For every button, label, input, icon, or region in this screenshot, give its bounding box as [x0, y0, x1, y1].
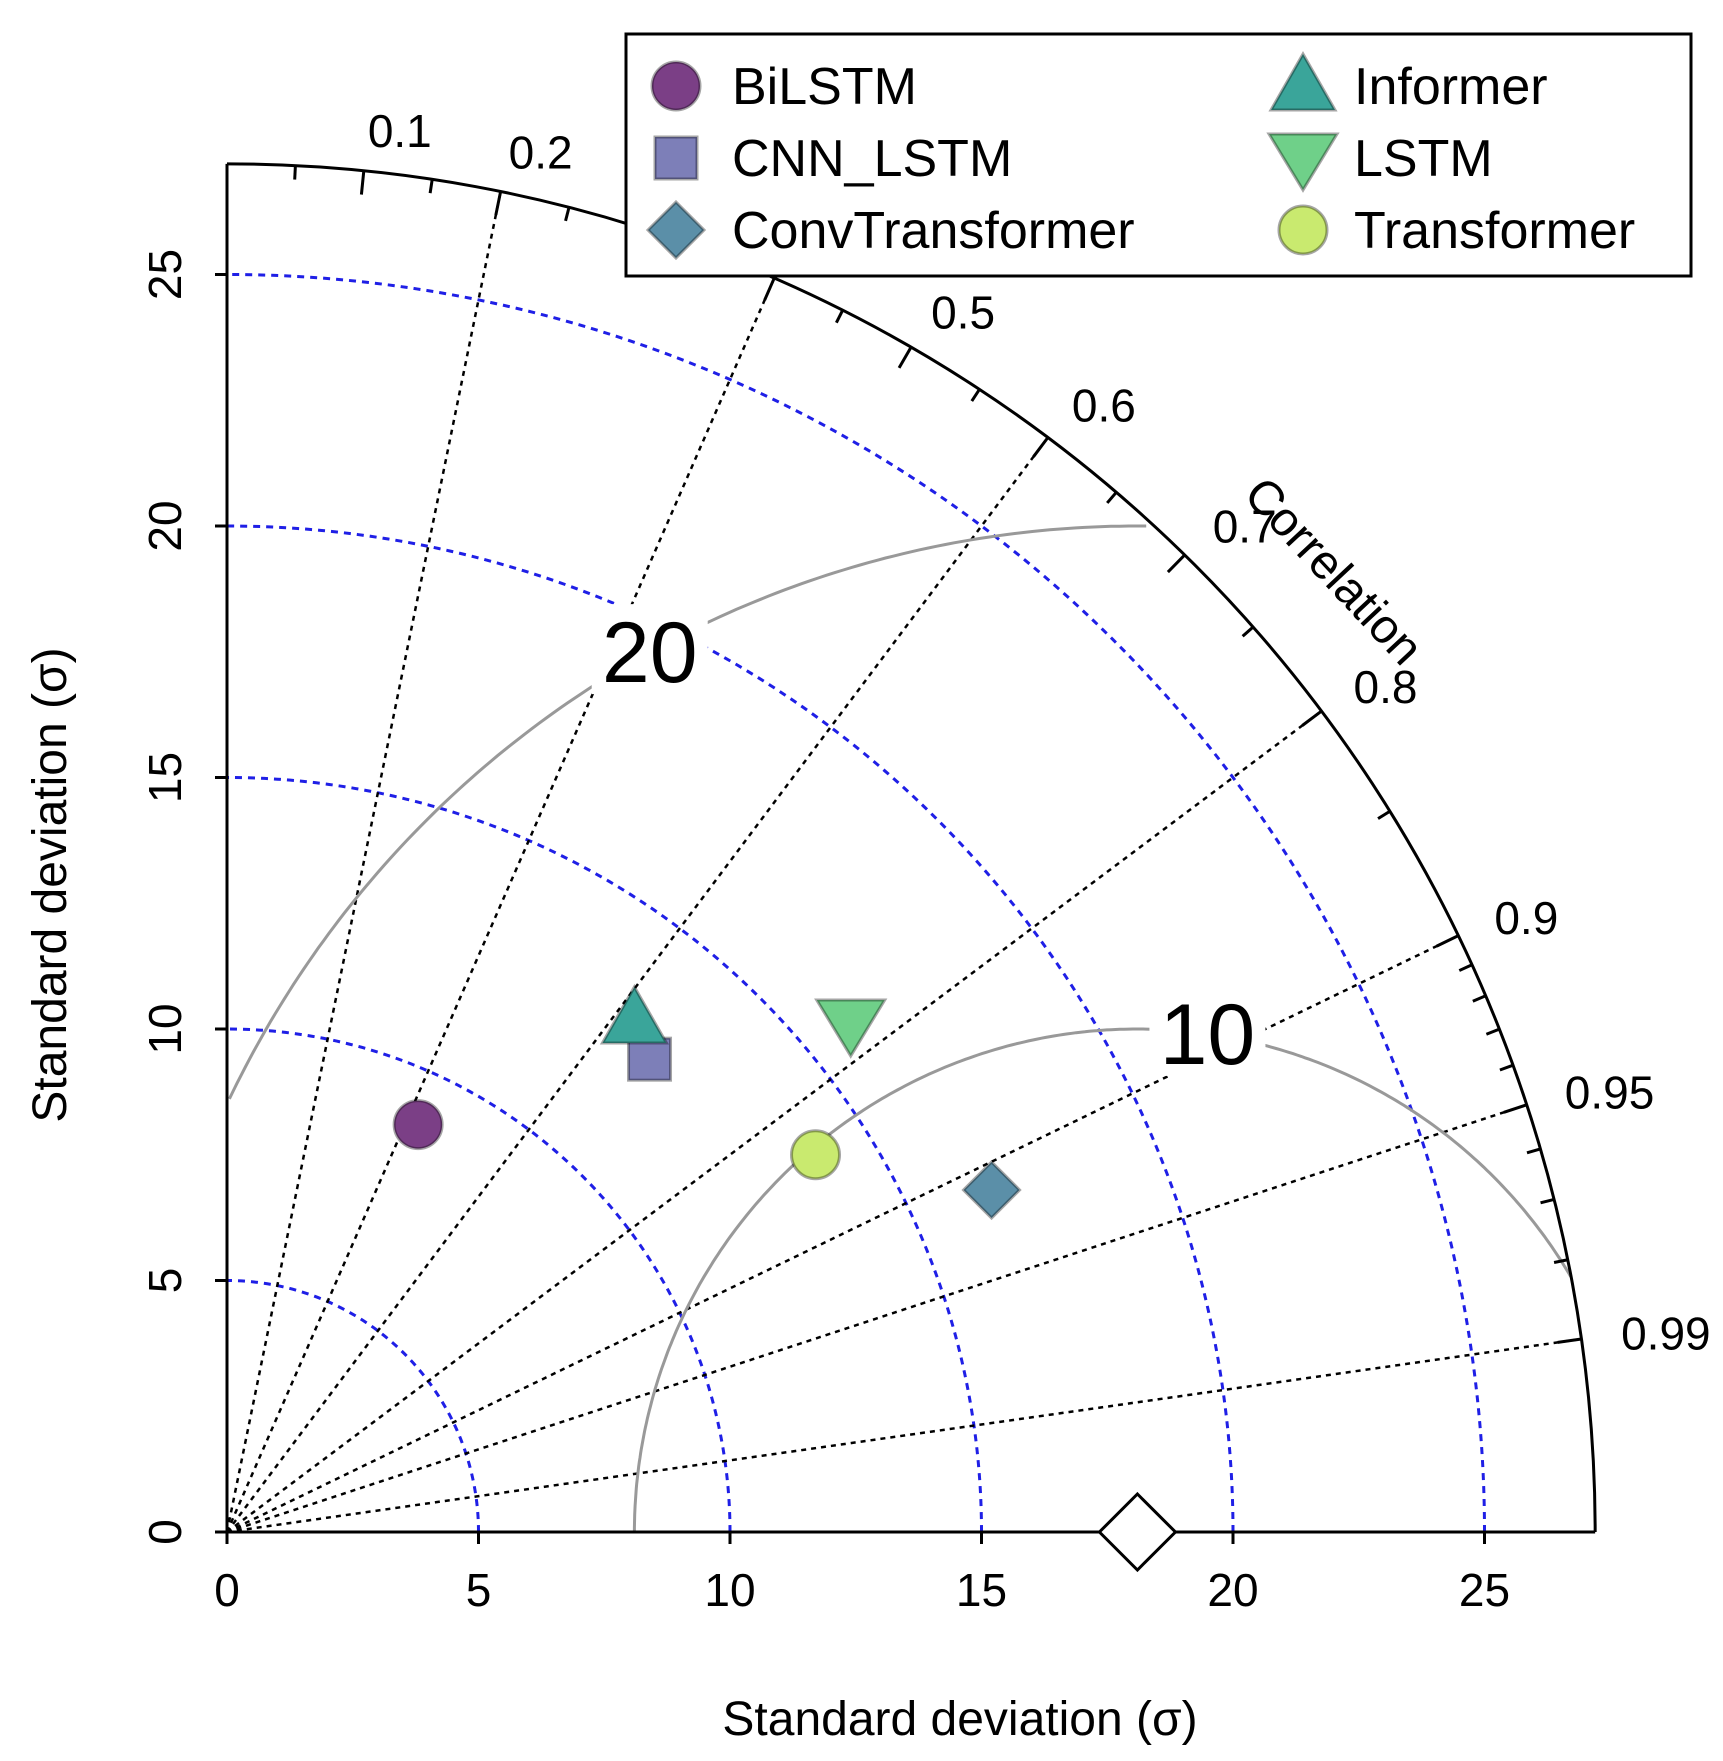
correlation-minor-tick — [1472, 994, 1487, 1003]
legend-marker-informer — [1268, 50, 1338, 112]
axes-layer — [225, 162, 1597, 1534]
y-tick-label: 20 — [139, 500, 191, 551]
correlation-tick-label: 0.8 — [1354, 661, 1418, 713]
correlation-minor-tick — [1499, 1063, 1514, 1072]
rmsd-label-bg-10 — [1149, 985, 1266, 1076]
point-informer — [599, 983, 670, 1045]
correlation-tick-label: 0.2 — [509, 126, 573, 178]
correlation-tick-label: 0.99 — [1621, 1307, 1711, 1359]
correlation-minor-tick — [293, 165, 297, 180]
y-axis-label: Standard deviation (σ) — [24, 647, 77, 1122]
y-tick-label: 0 — [139, 1519, 191, 1545]
correlation-arc — [226, 162, 1597, 1533]
correlation-line-0.99 — [226, 1337, 1582, 1534]
x-tick-label: 15 — [956, 1564, 1007, 1616]
correlation-line-0.4 — [225, 277, 776, 1533]
legend-label: Transformer — [1354, 202, 1635, 260]
correlation-tick-0.8 — [1301, 709, 1323, 727]
legend-marker-convtransformer — [645, 199, 707, 261]
legend-marker-cnn-lstm — [653, 135, 699, 181]
sd-contour-5 — [226, 1279, 480, 1533]
correlation-minor-tick — [835, 309, 845, 324]
correlation-minor-tick — [1106, 491, 1118, 504]
reference-point — [1097, 1491, 1178, 1573]
legend-marker-bilstm — [650, 60, 702, 112]
legend-marker-transformer — [1277, 204, 1329, 256]
correlation-line-0.8 — [226, 710, 1323, 1533]
x-tick-label: 20 — [1207, 1564, 1258, 1616]
y-tick-label: 10 — [139, 1003, 191, 1054]
y-tick-label: 15 — [139, 752, 191, 803]
x-tick-label: 5 — [466, 1564, 492, 1616]
correlation-tick-0.4 — [763, 277, 776, 301]
legend-box — [624, 32, 1693, 278]
correlation-minor-tick — [1377, 810, 1391, 820]
point-bilstm — [392, 1099, 444, 1151]
rmsd-label-10: 10 — [1160, 987, 1256, 1083]
correlation-line-0.95 — [226, 1103, 1528, 1534]
correlation-tick-0.99 — [1557, 1337, 1582, 1344]
legend-label: CNN_LSTM — [732, 130, 1012, 188]
y-tick-label: 5 — [139, 1268, 191, 1294]
correlation-tick-label: 0.7 — [1213, 500, 1277, 552]
correlation-tick-label: 0.1 — [368, 105, 432, 157]
correlation-tick-0.2 — [494, 191, 503, 216]
x-tick-label: 10 — [704, 1564, 755, 1616]
sd-contour-15 — [226, 776, 983, 1533]
sd-contour-20 — [226, 524, 1235, 1533]
correlation-minor-tick — [564, 206, 571, 222]
rmsd-contour-10 — [632, 1027, 1573, 1532]
correlation-tick-0.5 — [897, 346, 913, 369]
legend-label: ConvTransformer — [732, 202, 1135, 260]
ticks-layer: 051015202505101520250.10.20.30.40.50.60.… — [139, 105, 1711, 1616]
correlation-tick-0.6 — [1032, 436, 1050, 458]
correlation-tick-0.1 — [359, 170, 366, 195]
y-tick-label: 25 — [139, 249, 191, 300]
correlation-tick-0.7 — [1166, 553, 1186, 574]
grid-layer: 10 20 — [225, 191, 1582, 1534]
legend-label: BiLSTM — [732, 58, 917, 116]
correlation-minor-tick — [1485, 1027, 1500, 1036]
correlation-tick-label: 0.6 — [1072, 379, 1136, 431]
rmsd-label-bg-20 — [591, 604, 708, 695]
correlation-tick-label: 0.9 — [1494, 892, 1558, 944]
x-tick-label: 25 — [1459, 1564, 1510, 1616]
correlation-minor-tick — [1458, 963, 1473, 972]
x-axis-label: Standard deviation (σ) — [722, 1693, 1197, 1746]
correlation-minor-tick — [428, 179, 434, 194]
point-convtransformer — [961, 1159, 1022, 1221]
legend-label: LSTM — [1354, 130, 1493, 188]
correlation-arc-label: Correlation — [1234, 468, 1433, 676]
correlation-minor-tick — [1540, 1197, 1555, 1205]
correlation-tick-0.95 — [1503, 1103, 1528, 1114]
point-cnn-lstm — [627, 1036, 673, 1082]
point-transformer — [790, 1129, 842, 1181]
legend: BiLSTM CNN_LSTM ConvTransformer Informer LST… — [624, 32, 1693, 278]
correlation-tick-0.9 — [1436, 934, 1459, 948]
correlation-line-0.2 — [225, 191, 502, 1533]
point-lstm — [814, 998, 888, 1059]
sd-contour-25 — [226, 273, 1486, 1533]
correlation-minor-tick — [1241, 625, 1255, 638]
rmsd-label-20: 20 — [602, 605, 698, 701]
correlation-tick-label: 0.5 — [931, 286, 995, 338]
legend-marker-lstm — [1266, 132, 1340, 193]
correlation-minor-tick — [1553, 1258, 1569, 1264]
x-tick-label: 0 — [214, 1564, 240, 1616]
correlation-minor-tick — [1526, 1147, 1541, 1155]
sd-contour-10 — [226, 1027, 732, 1533]
correlation-line-0.6 — [225, 436, 1049, 1533]
legend-label: Informer — [1354, 58, 1548, 116]
points-layer — [392, 983, 1178, 1573]
correlation-minor-tick — [970, 388, 981, 402]
correlation-tick-label: 0.95 — [1565, 1066, 1655, 1118]
